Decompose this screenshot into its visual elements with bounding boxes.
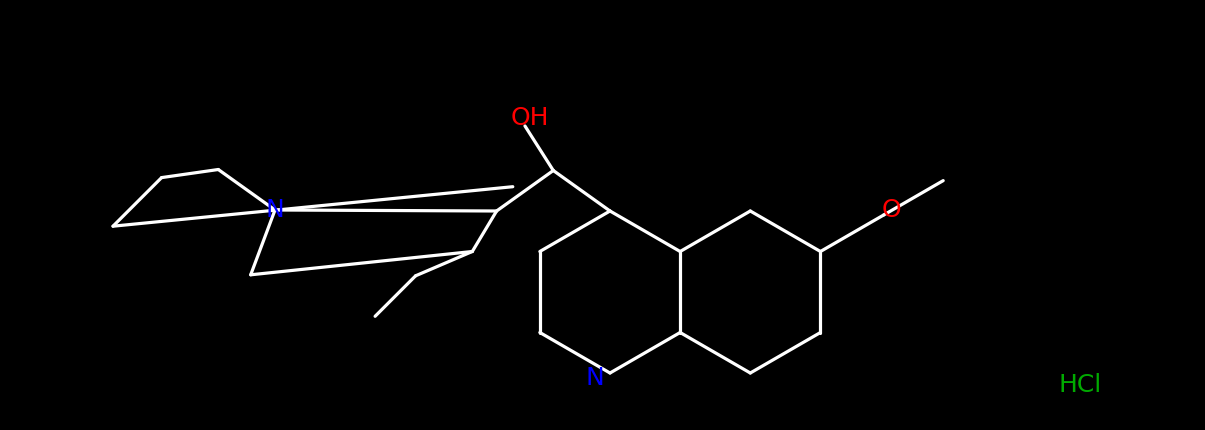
Text: O: O [882,198,901,222]
Text: HCl: HCl [1058,373,1101,397]
Text: N: N [265,198,284,222]
Text: N: N [586,366,605,390]
Text: OH: OH [511,106,549,130]
